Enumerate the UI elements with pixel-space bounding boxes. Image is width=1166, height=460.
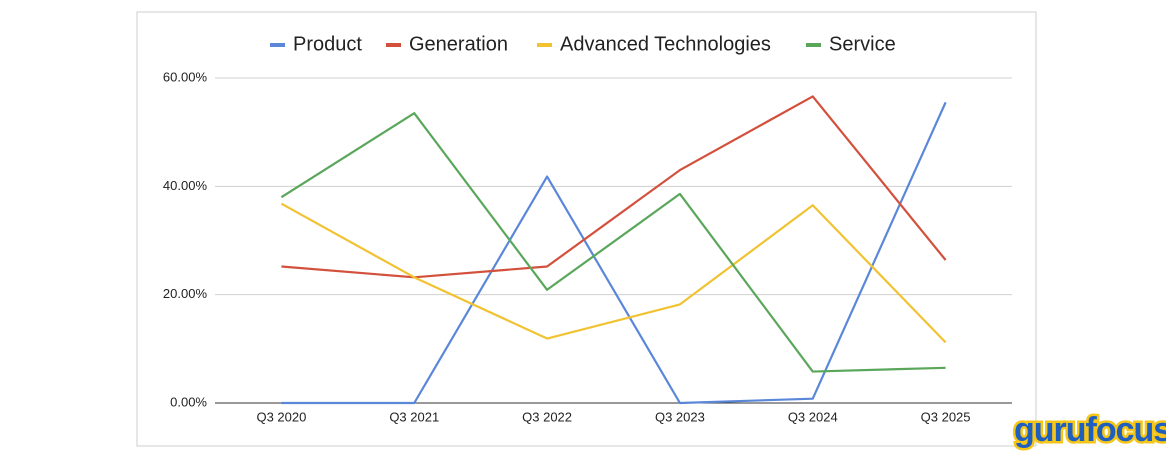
x-tick-label: Q3 2024 xyxy=(788,409,838,424)
x-tick-label: Q3 2022 xyxy=(522,409,572,424)
x-tick-label: Q3 2021 xyxy=(389,409,439,424)
x-tick-label: Q3 2023 xyxy=(655,409,705,424)
y-tick-label: 60.00% xyxy=(163,69,208,84)
legend-label: Advanced Technologies xyxy=(560,33,771,55)
x-tick-label: Q3 2020 xyxy=(256,409,306,424)
series-line xyxy=(281,101,947,405)
x-tick-label: Q3 2025 xyxy=(921,409,971,424)
series-line xyxy=(281,95,947,279)
watermark: gurufocus xyxy=(1014,411,1166,449)
series-line xyxy=(280,112,946,373)
legend-label: Product xyxy=(293,33,362,55)
legend-label: Generation xyxy=(409,33,508,55)
chart-frame xyxy=(136,11,1037,447)
y-tick-label: 40.00% xyxy=(163,178,208,193)
y-tick-label: 0.00% xyxy=(170,394,207,409)
legend-label: Service xyxy=(829,33,896,55)
series-line xyxy=(280,202,947,344)
y-tick-label: 20.00% xyxy=(163,286,208,301)
